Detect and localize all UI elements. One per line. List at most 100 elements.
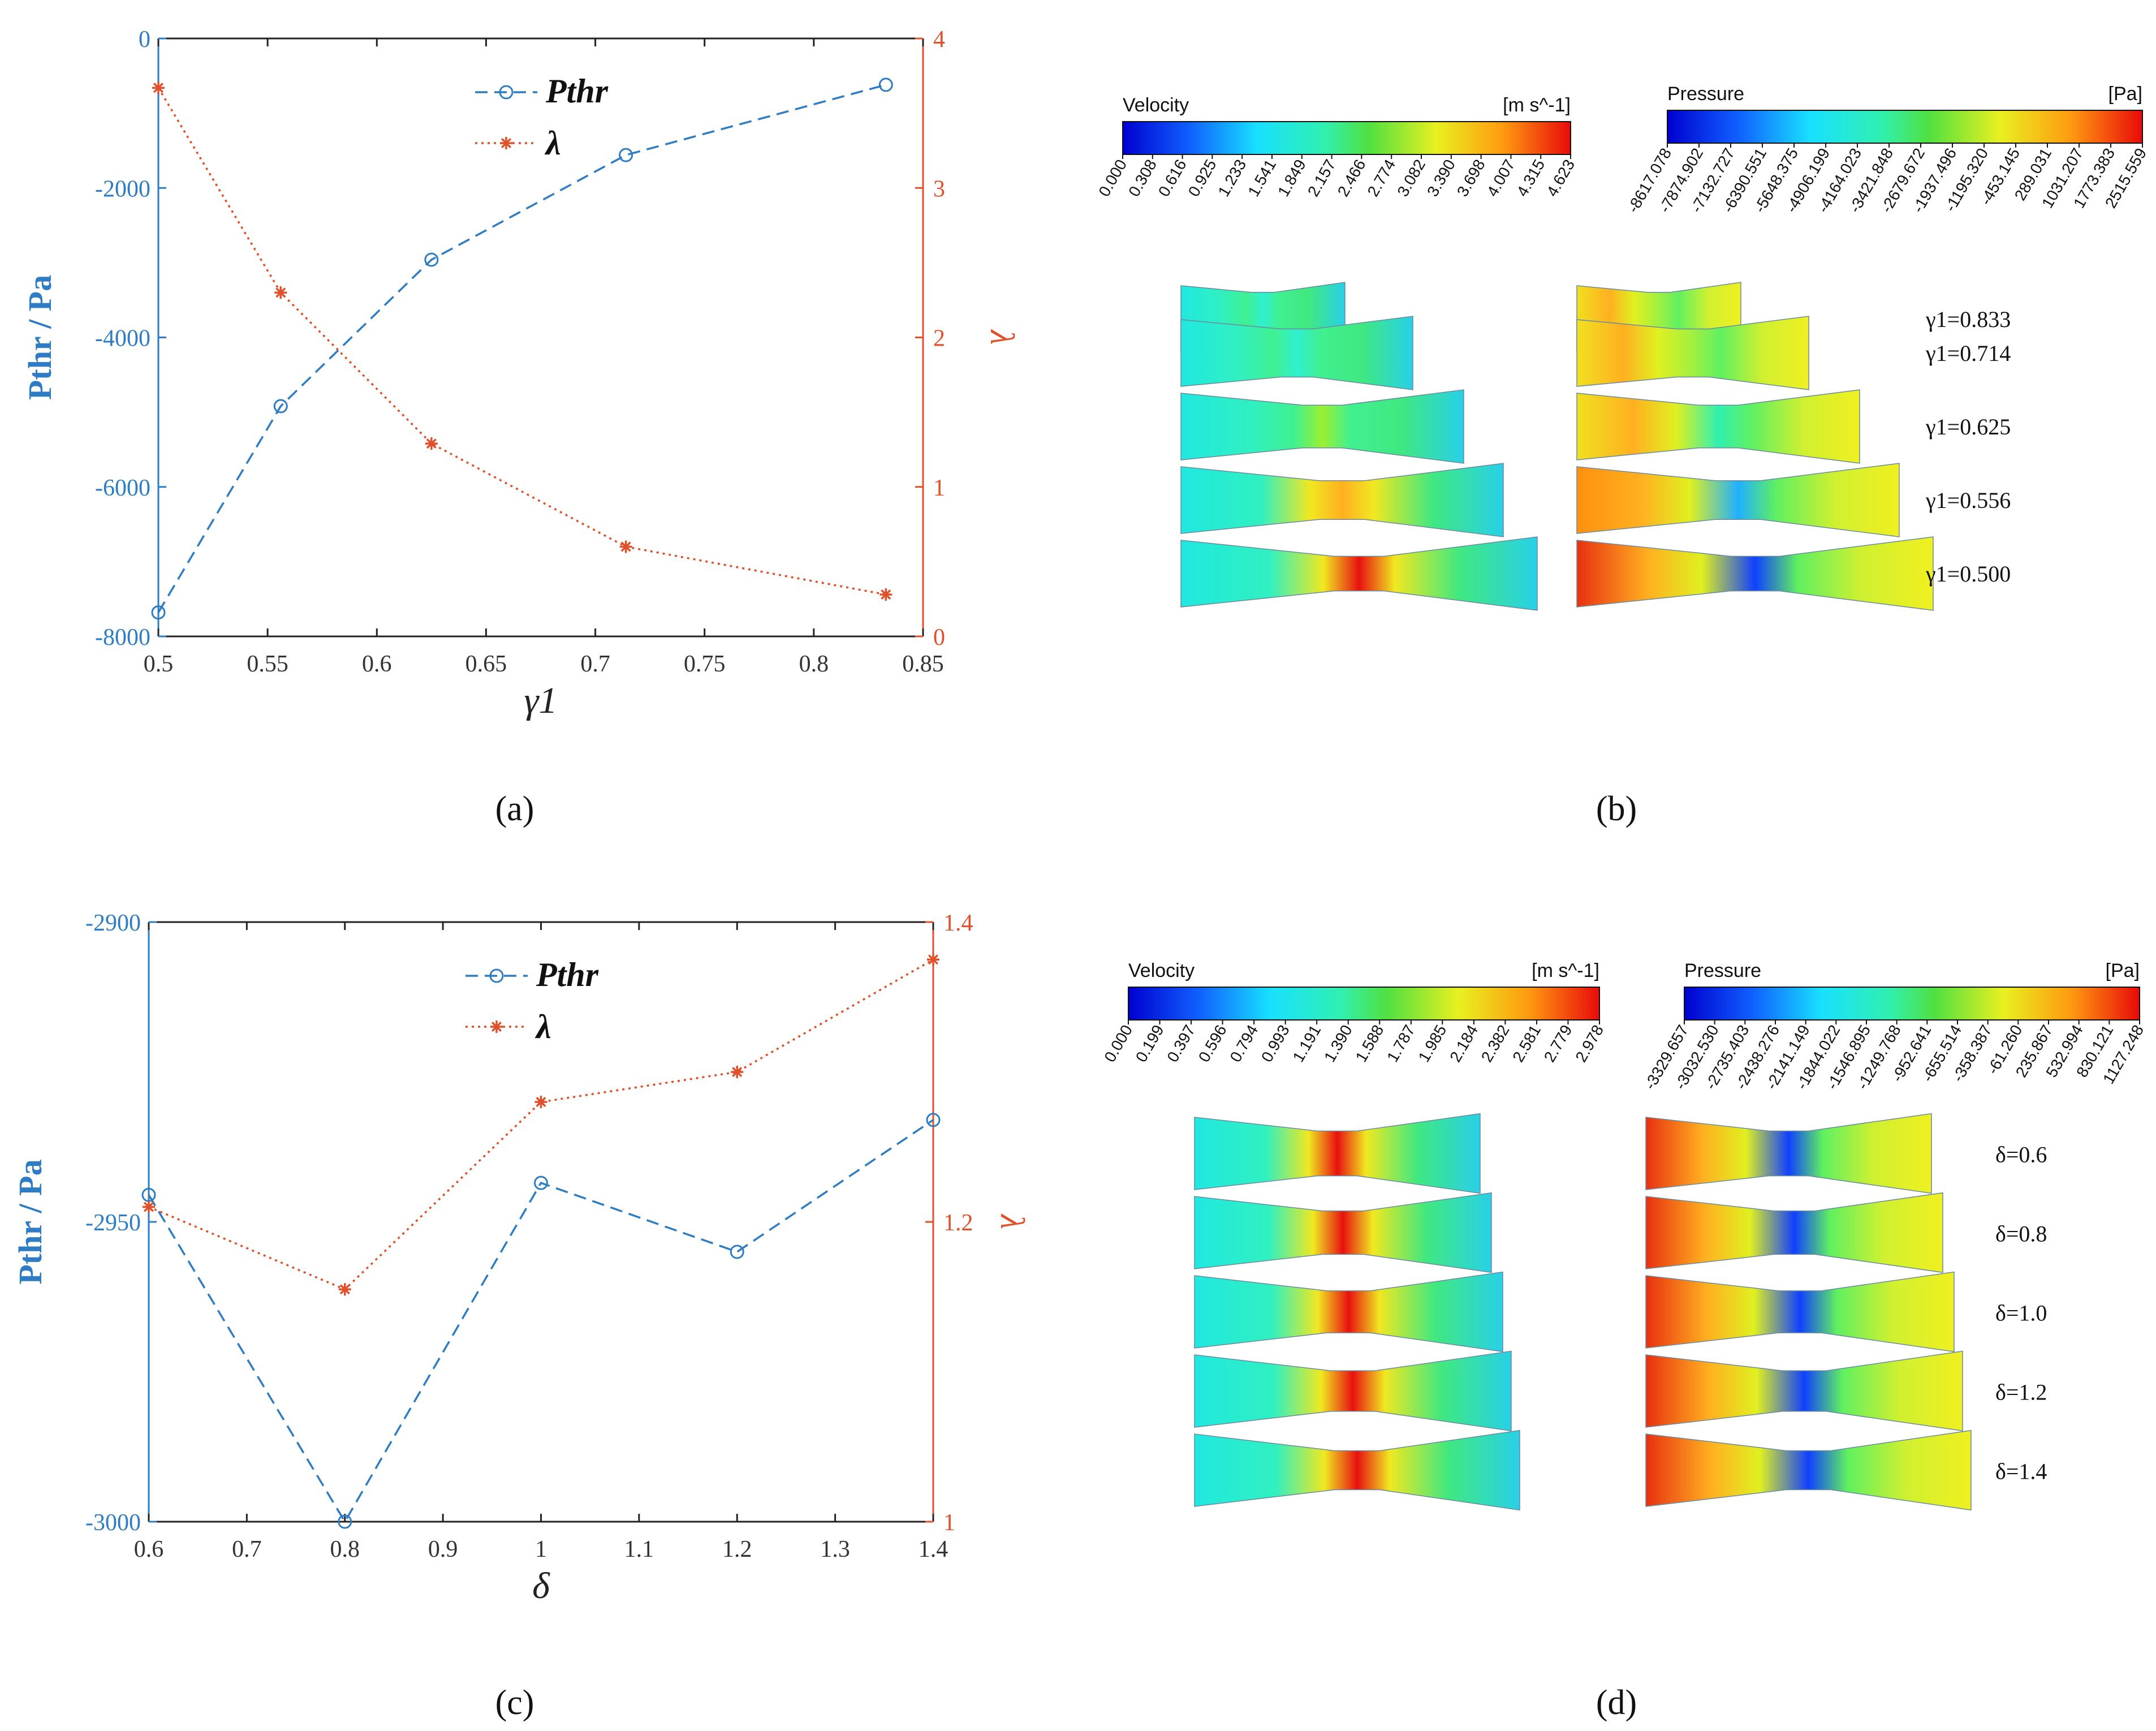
data-point-lambda bbox=[731, 1066, 744, 1078]
y-tick-label-right: 4 bbox=[933, 27, 945, 53]
y-tick-label-right: 2 bbox=[933, 326, 945, 352]
data-point-lambda bbox=[927, 953, 939, 966]
x-tick-label: 1.1 bbox=[624, 1536, 654, 1562]
colorbar bbox=[1122, 121, 1571, 155]
y-axis-title-right: λ bbox=[994, 1213, 1031, 1229]
colorbar-tick-label: 0.000 bbox=[1095, 157, 1130, 200]
x-tick-label: 0.75 bbox=[684, 651, 726, 677]
data-point-lambda bbox=[152, 81, 165, 94]
data-point-pthr bbox=[151, 605, 166, 620]
y-tick-label-right: 1 bbox=[933, 475, 945, 501]
case-label: γ1=0.556 bbox=[1925, 488, 2011, 513]
colorbar-tick-label: 1.849 bbox=[1274, 157, 1309, 200]
data-point-lambda bbox=[338, 1283, 351, 1296]
colorbar-tick-label: 0.993 bbox=[1258, 1022, 1293, 1065]
colorbar-tick-label: 3.082 bbox=[1394, 157, 1429, 200]
colorbar-unit: [m s^-1] bbox=[1503, 94, 1571, 116]
velocity-contour bbox=[1194, 1429, 1520, 1511]
legend-label-pthr: Pthr bbox=[536, 956, 599, 993]
colorbar bbox=[1667, 110, 2143, 144]
colorbar-tick-label: 2.581 bbox=[1509, 1022, 1544, 1065]
x-tick-label: 1 bbox=[535, 1536, 547, 1562]
y-tick-label-left: -4000 bbox=[95, 326, 150, 352]
colorbar-tick-label: 4.623 bbox=[1543, 157, 1578, 200]
colorbar-title: Pressure bbox=[1667, 83, 1744, 105]
x-tick-label: 0.65 bbox=[465, 651, 507, 677]
legend-marker-lambda bbox=[490, 1020, 503, 1033]
legend-label-lambda: λ bbox=[534, 1008, 551, 1045]
x-tick-label: 0.6 bbox=[134, 1536, 164, 1562]
colorbar-tick-label: 2.466 bbox=[1334, 157, 1369, 200]
panel-label-a: (a) bbox=[495, 790, 534, 828]
pressure-contour bbox=[1645, 1429, 1972, 1511]
series-line-lambda bbox=[157, 87, 886, 596]
x-tick-label: 1.4 bbox=[919, 1536, 948, 1562]
x-tick-label: 0.7 bbox=[580, 651, 610, 677]
legend-marker-pthr bbox=[489, 968, 504, 983]
y-axis-title-right: λ bbox=[984, 329, 1021, 345]
colorbar-tick-label: 1.588 bbox=[1352, 1022, 1387, 1065]
panel-label-c: (c) bbox=[495, 1683, 534, 1722]
y-tick-label-left: -2950 bbox=[85, 1210, 141, 1236]
y-tick-label-left: -2900 bbox=[85, 910, 141, 936]
colorbar-tick-label: 1.541 bbox=[1244, 157, 1279, 200]
case-label: δ=1.0 bbox=[1995, 1300, 2047, 1325]
pressure-contour bbox=[1576, 463, 1900, 537]
colorbar bbox=[1128, 987, 1600, 1020]
y-tick-label-right: 1.4 bbox=[943, 910, 973, 936]
data-point-pthr bbox=[878, 77, 893, 92]
data-point-lambda bbox=[274, 286, 287, 299]
case-label: γ1=0.500 bbox=[1925, 561, 2011, 587]
colorbar-tick-label: 0.000 bbox=[1101, 1022, 1136, 1065]
y-axis-title-left: Pthr / Pa bbox=[12, 1159, 49, 1284]
colorbar-title: Pressure bbox=[1684, 960, 1761, 981]
colorbar-tick-label: 1.233 bbox=[1215, 157, 1250, 200]
case-label: δ=1.2 bbox=[1995, 1379, 2047, 1405]
y-tick-label-left: -2000 bbox=[95, 176, 150, 202]
colorbar-tick-label: 2.978 bbox=[1572, 1022, 1607, 1065]
legend-marker-lambda bbox=[500, 137, 512, 149]
data-point-pthr bbox=[424, 252, 439, 267]
y-tick-label-right: 0 bbox=[933, 625, 945, 651]
colorbar-tick-label: 1.390 bbox=[1321, 1022, 1356, 1065]
colorbar-tick-label: 2.382 bbox=[1478, 1022, 1513, 1065]
pressure-contour bbox=[1576, 316, 1809, 390]
colorbar-tick-label: 0.794 bbox=[1226, 1022, 1261, 1065]
case-label: γ1=0.714 bbox=[1925, 341, 2011, 366]
case-label: γ1=0.625 bbox=[1925, 414, 2011, 440]
x-axis-title: δ bbox=[532, 1565, 550, 1607]
x-tick-label: 0.7 bbox=[232, 1536, 262, 1562]
pressure-contour bbox=[1645, 1271, 1955, 1353]
contour-panel-d: Velocity [m s^-1] 0.0000.1990.3970.5960.79… bbox=[1101, 960, 2147, 1511]
x-tick-label: 0.55 bbox=[247, 651, 288, 677]
data-point-pthr bbox=[730, 1245, 744, 1259]
colorbar-tick-label: 3.698 bbox=[1454, 157, 1489, 200]
series-line-pthr bbox=[157, 84, 886, 613]
colorbar-unit: [Pa] bbox=[2106, 960, 2140, 981]
pressure-contour bbox=[1576, 536, 1934, 611]
x-tick-label: 0.85 bbox=[902, 651, 944, 677]
case-label: γ1=0.833 bbox=[1925, 307, 2011, 332]
colorbar-tick-label: 1.191 bbox=[1290, 1022, 1325, 1065]
data-point-lambda bbox=[619, 540, 632, 553]
colorbar-tick-label: 0.616 bbox=[1155, 157, 1190, 200]
colorbar-tick-label: 2.184 bbox=[1446, 1022, 1481, 1065]
velocity-contour bbox=[1194, 1350, 1512, 1432]
x-tick-label: 1.2 bbox=[722, 1536, 752, 1562]
legend-label-lambda: λ bbox=[544, 124, 561, 162]
y-tick-label-right: 1.2 bbox=[943, 1210, 973, 1236]
pressure-contour bbox=[1645, 1113, 1932, 1194]
colorbar-tick-label: 2.779 bbox=[1541, 1022, 1576, 1065]
data-point-lambda bbox=[143, 1200, 155, 1213]
y-tick-label-left: -8000 bbox=[95, 625, 150, 651]
y-tick-label-right: 3 bbox=[933, 176, 945, 202]
colorbar-tick-label: 0.199 bbox=[1132, 1022, 1167, 1065]
colorbar-unit: [m s^-1] bbox=[1532, 960, 1599, 981]
velocity-contour bbox=[1194, 1113, 1481, 1194]
panel-label-b: (b) bbox=[1596, 790, 1637, 828]
data-point-pthr bbox=[534, 1175, 548, 1190]
data-point-pthr bbox=[273, 399, 288, 414]
x-tick-label: 0.6 bbox=[362, 651, 392, 677]
data-point-pthr bbox=[926, 1113, 941, 1127]
colorbar-tick-label: 4.315 bbox=[1513, 157, 1549, 200]
